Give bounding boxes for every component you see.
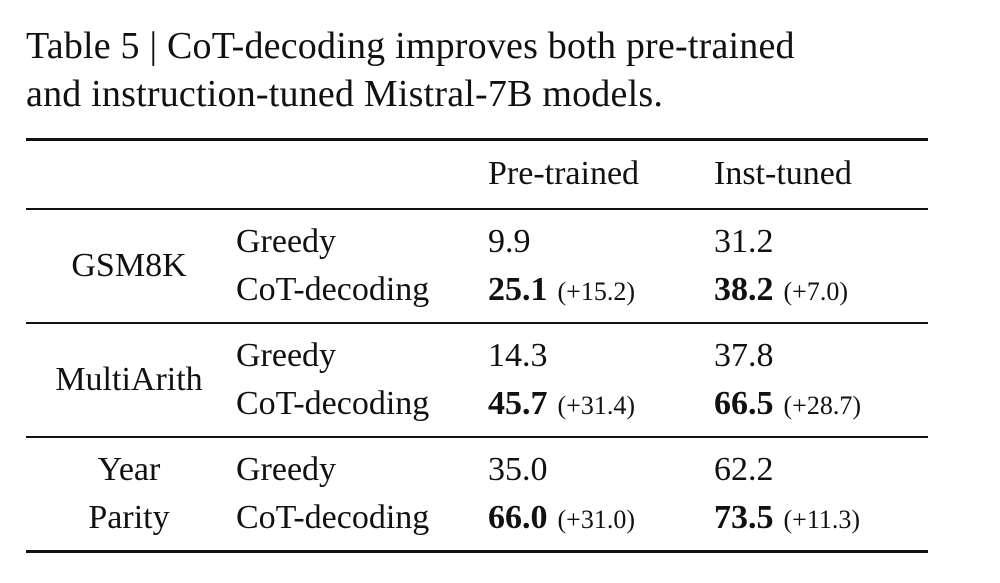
value-bold: 66.5: [714, 385, 774, 422]
dataset-label-line-1: Year: [97, 451, 161, 488]
method-label: Greedy: [236, 337, 337, 374]
bottom-rule: [26, 550, 928, 553]
top-rule: [26, 138, 928, 141]
value-pretrained: 14.3: [488, 337, 548, 374]
dataset-label: MultiArith: [55, 361, 203, 398]
value-pretrained: 45.7 (+31.4): [488, 384, 635, 426]
value-inst: 62.2: [714, 451, 774, 488]
value-bold: 45.7: [488, 385, 548, 422]
dataset-label-line-2: Parity: [88, 499, 170, 536]
value-bold: 66.0: [488, 499, 548, 536]
value-bold: 73.5: [714, 499, 774, 536]
method-label: Greedy: [236, 223, 337, 260]
header-rule: [26, 208, 928, 210]
method-label: CoT-decoding: [236, 499, 430, 536]
value-delta: (+28.7): [783, 391, 861, 420]
header-inst-tuned: Inst-tuned: [714, 155, 852, 192]
value-bold: 38.2: [714, 271, 774, 308]
table-caption: Table 5 | CoT-decoding improves both pre…: [26, 22, 956, 118]
value-delta: (+7.0): [783, 277, 848, 306]
method-label: CoT-decoding: [236, 271, 430, 308]
value-inst: 73.5 (+11.3): [714, 498, 860, 540]
value-pretrained: 9.9: [488, 223, 531, 260]
group-rule: [26, 322, 928, 324]
dataset-label: GSM8K: [71, 247, 187, 284]
value-pretrained: 35.0: [488, 451, 548, 488]
method-label: Greedy: [236, 451, 337, 488]
value-delta: (+11.3): [783, 505, 861, 534]
group-rule: [26, 436, 928, 438]
value-pretrained: 25.1 (+15.2): [488, 270, 635, 312]
value-pretrained: 66.0 (+31.0): [488, 498, 635, 540]
caption-line-2: and instruction-tuned Mistral-7B models.: [26, 73, 664, 115]
header-pretrained: Pre-trained: [488, 155, 640, 192]
value-inst: 31.2: [714, 223, 774, 260]
value-inst: 66.5 (+28.7): [714, 384, 861, 426]
value-bold: 25.1: [488, 271, 548, 308]
caption-line-1: Table 5 | CoT-decoding improves both pre…: [26, 25, 795, 67]
value-delta: (+31.0): [557, 505, 635, 534]
value-inst: 37.8: [714, 337, 774, 374]
method-label: CoT-decoding: [236, 385, 430, 422]
value-delta: (+15.2): [557, 277, 635, 306]
value-inst: 38.2 (+7.0): [714, 270, 848, 312]
value-delta: (+31.4): [557, 391, 635, 420]
